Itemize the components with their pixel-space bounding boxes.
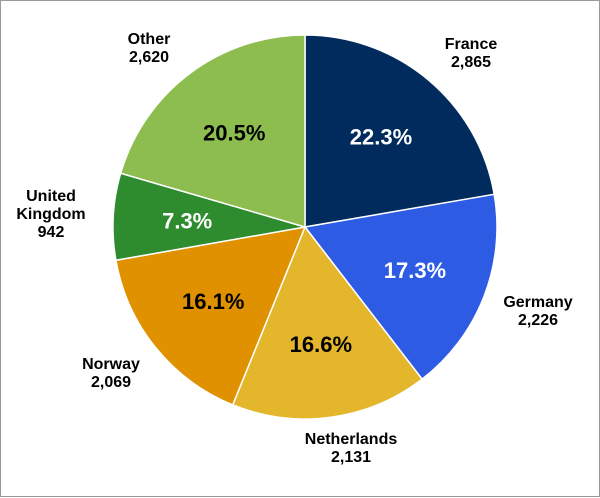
slice-label-norway: Norway 2,069	[82, 356, 140, 391]
percent-label-other: 20.5%	[203, 121, 265, 146]
pie-slice-france	[304, 34, 496, 228]
percent-label-france: 22.3%	[350, 125, 412, 150]
percent-label-norway: 16.1%	[182, 289, 244, 314]
slice-label-germany: Germany 2,226	[503, 294, 572, 329]
percent-label-netherlands: 16.6%	[290, 332, 352, 357]
percent-label-germany: 17.3%	[384, 258, 446, 283]
slice-label-other: Other 2,620	[128, 31, 171, 66]
slice-label-netherlands: Netherlands 2,131	[305, 431, 398, 466]
pie-slice-netherlands	[231, 225, 424, 420]
pie-slice-germany	[303, 193, 498, 381]
pie-slice-norway	[115, 226, 307, 406]
pie-slice-other	[119, 34, 306, 229]
slice-label-france: France 2,865	[445, 36, 498, 71]
slice-label-united-kingdom: United Kingdom 942	[16, 188, 85, 241]
percent-label-united-kingdom: 7.3%	[162, 209, 212, 234]
